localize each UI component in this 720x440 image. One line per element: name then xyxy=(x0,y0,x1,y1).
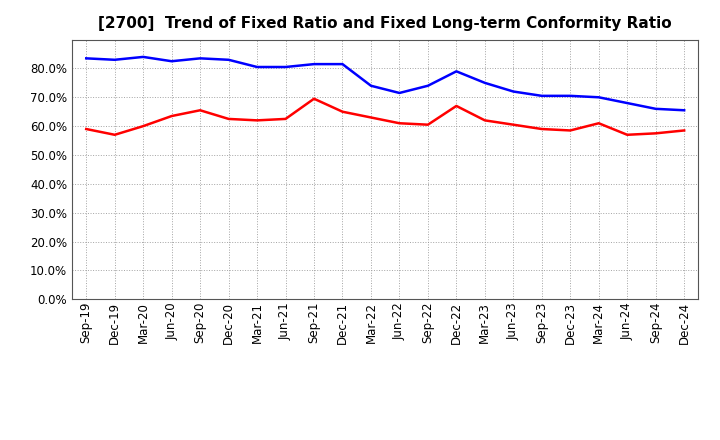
Fixed Long-term Conformity Ratio xyxy=(509,122,518,127)
Fixed Ratio xyxy=(167,59,176,64)
Fixed Ratio xyxy=(225,57,233,62)
Fixed Long-term Conformity Ratio xyxy=(282,116,290,121)
Fixed Long-term Conformity Ratio xyxy=(680,128,688,133)
Fixed Ratio xyxy=(452,69,461,74)
Fixed Long-term Conformity Ratio xyxy=(253,118,261,123)
Fixed Long-term Conformity Ratio xyxy=(395,121,404,126)
Fixed Long-term Conformity Ratio xyxy=(139,124,148,129)
Fixed Ratio xyxy=(395,90,404,95)
Fixed Long-term Conformity Ratio xyxy=(110,132,119,137)
Fixed Long-term Conformity Ratio xyxy=(167,114,176,119)
Fixed Ratio xyxy=(282,64,290,70)
Fixed Long-term Conformity Ratio xyxy=(338,109,347,114)
Fixed Long-term Conformity Ratio xyxy=(196,108,204,113)
Fixed Ratio xyxy=(652,106,660,111)
Fixed Long-term Conformity Ratio xyxy=(652,131,660,136)
Fixed Long-term Conformity Ratio xyxy=(537,126,546,132)
Fixed Ratio xyxy=(595,95,603,100)
Fixed Ratio xyxy=(623,100,631,106)
Fixed Long-term Conformity Ratio xyxy=(480,118,489,123)
Fixed Ratio xyxy=(310,62,318,67)
Fixed Long-term Conformity Ratio xyxy=(366,115,375,120)
Fixed Ratio xyxy=(566,93,575,99)
Fixed Long-term Conformity Ratio xyxy=(452,103,461,109)
Fixed Long-term Conformity Ratio xyxy=(566,128,575,133)
Fixed Ratio xyxy=(423,83,432,88)
Fixed Ratio xyxy=(196,56,204,61)
Fixed Ratio xyxy=(338,62,347,67)
Fixed Ratio xyxy=(82,56,91,61)
Line: Fixed Long-term Conformity Ratio: Fixed Long-term Conformity Ratio xyxy=(86,99,684,135)
Fixed Long-term Conformity Ratio xyxy=(310,96,318,101)
Fixed Long-term Conformity Ratio xyxy=(423,122,432,127)
Fixed Ratio xyxy=(139,54,148,59)
Fixed Long-term Conformity Ratio xyxy=(225,116,233,121)
Fixed Long-term Conformity Ratio xyxy=(623,132,631,137)
Line: Fixed Ratio: Fixed Ratio xyxy=(86,57,684,110)
Fixed Ratio xyxy=(110,57,119,62)
Title: [2700]  Trend of Fixed Ratio and Fixed Long-term Conformity Ratio: [2700] Trend of Fixed Ratio and Fixed Lo… xyxy=(99,16,672,32)
Fixed Long-term Conformity Ratio xyxy=(82,126,91,132)
Fixed Ratio xyxy=(366,83,375,88)
Fixed Ratio xyxy=(680,108,688,113)
Fixed Ratio xyxy=(480,80,489,85)
Fixed Ratio xyxy=(537,93,546,99)
Fixed Long-term Conformity Ratio xyxy=(595,121,603,126)
Fixed Ratio xyxy=(509,89,518,94)
Fixed Ratio xyxy=(253,64,261,70)
